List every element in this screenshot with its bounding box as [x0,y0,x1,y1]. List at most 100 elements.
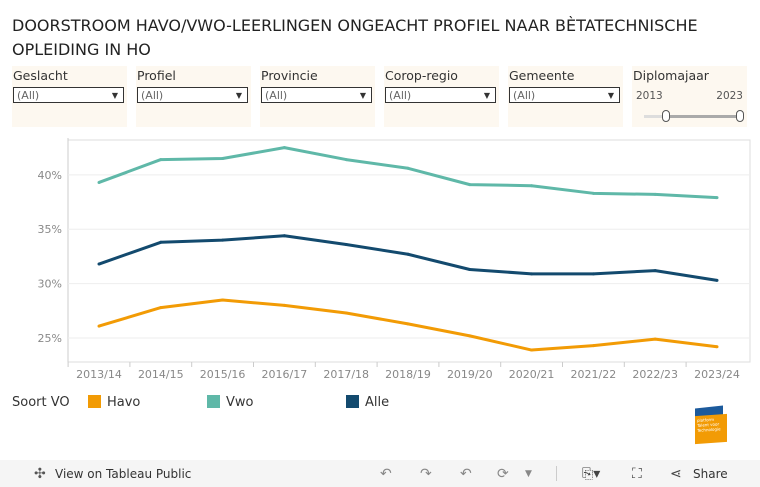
x-tick-label: 2022/23 [632,368,678,381]
data-point-vwo[interactable] [97,180,101,184]
legend-item-havo[interactable]: Havo [88,395,140,410]
diplomajaar-filter: Diplomajaar 2013 2023 [632,66,747,127]
data-point-alle[interactable] [715,278,719,282]
legend-label: Havo [107,395,141,410]
data-point-alle[interactable] [653,269,657,273]
y-tick-label: 40% [38,169,62,182]
data-point-alle[interactable] [97,262,101,266]
data-point-havo[interactable] [468,334,472,338]
legend-swatch [207,395,220,408]
data-point-vwo[interactable] [159,158,163,162]
x-tick-label: 2014/15 [138,368,184,381]
data-point-vwo[interactable] [468,183,472,187]
y-tick-label: 25% [38,332,62,345]
legend-item-vwo[interactable]: Vwo [207,395,253,410]
chevron-down-icon: ▼ [111,91,118,100]
filter-dropdown[interactable]: (All) ▼ [13,87,124,103]
data-point-vwo[interactable] [715,196,719,200]
legend-label: Alle [365,395,390,410]
data-point-havo[interactable] [406,322,410,326]
fullscreen-icon[interactable]: ⛶ [632,466,642,482]
data-point-alle[interactable] [282,234,286,238]
data-point-alle[interactable] [468,268,472,271]
toolbar: ✣ View on Tableau Public ↶ ↷ ↶ ⟳ ▼ ⎘▾ ⛶ … [0,460,760,487]
data-point-havo[interactable] [282,303,286,307]
data-point-havo[interactable] [715,345,719,349]
chevron-down-icon: ▼ [607,91,614,100]
legend-swatch [88,395,101,408]
dropdown-value: (All) [389,89,412,102]
refresh-dropdown-icon[interactable]: ▼ [525,469,532,479]
series-line-alle[interactable] [98,234,718,282]
filter-label: Provincie [261,68,318,83]
slider-max: 2023 [716,90,743,102]
legend-label: Vwo [226,395,254,410]
refresh-icon[interactable]: ⟳ [497,466,509,482]
filter-label: Diplomajaar [633,68,709,83]
filter-gemeente: Gemeente (All) ▼ [508,66,623,127]
y-tick-label: 35% [38,223,62,236]
data-point-vwo[interactable] [530,184,534,188]
filter-geslacht: Geslacht (All) ▼ [12,66,127,127]
line-chart: 25% 30% 35% 40% 2013/14 2014/15 2015/16 2016/17… [38,138,751,381]
undo-icon[interactable]: ↶ [380,466,392,482]
data-point-havo[interactable] [344,311,348,315]
filter-provincie: Provincie (All) ▼ [260,66,375,127]
filter-profiel: Profiel (All) ▼ [136,66,251,127]
data-point-havo[interactable] [530,348,534,352]
slider-min: 2013 [636,90,663,102]
dropdown-value: (All) [265,89,288,102]
chevron-down-icon: ▼ [483,91,490,100]
data-point-alle[interactable] [221,238,225,242]
filter-label: Geslacht [13,68,68,83]
legend-item-alle[interactable]: Alle [346,395,389,410]
filter-dropdown[interactable]: (All) ▼ [509,87,620,103]
download-icon[interactable]: ⎘▾ [582,466,601,482]
filter-dropdown[interactable]: (All) ▼ [261,87,372,103]
y-tick-label: 30% [38,278,62,291]
data-point-alle[interactable] [159,240,163,244]
data-point-alle[interactable] [530,272,534,276]
legend-swatch [346,395,359,408]
data-point-havo[interactable] [97,324,101,328]
data-point-vwo[interactable] [591,191,595,195]
x-tick-label: 2020/21 [509,368,555,381]
divider [556,466,557,481]
data-point-alle[interactable] [591,272,595,276]
data-point-alle[interactable] [406,252,410,256]
dropdown-value: (All) [17,89,40,102]
data-point-havo[interactable] [159,306,163,310]
filter-label: Profiel [137,68,176,83]
slider-handle-max[interactable] [736,110,744,122]
dropdown-value: (All) [141,89,164,102]
redo-icon[interactable]: ↷ [420,466,432,482]
slider-handle-min[interactable] [662,110,670,122]
legend-title: Soort VO [12,395,70,410]
filter-label: Gemeente [509,68,575,83]
slider-track[interactable] [644,115,740,118]
series-line-vwo[interactable] [98,146,718,200]
x-tick-label: 2019/20 [447,368,493,381]
share-icon[interactable]: ⋖ [670,466,682,482]
filter-label: Corop-regio [385,68,458,83]
revert-icon[interactable]: ↶ [460,466,472,482]
view-on-tableau-link[interactable]: View on Tableau Public [55,467,192,481]
data-point-havo[interactable] [221,298,225,302]
data-point-vwo[interactable] [653,192,657,196]
logo-text: platform Talent voor Technologie [695,413,727,445]
filter-corop-regio: Corop-regio (All) ▼ [384,66,499,127]
data-point-havo[interactable] [591,344,595,348]
data-point-vwo[interactable] [221,157,225,160]
share-button[interactable]: Share [693,467,728,481]
data-point-alle[interactable] [344,242,348,246]
x-tick-label: 2013/14 [76,368,122,381]
data-point-havo[interactable] [653,337,657,341]
filter-dropdown[interactable]: (All) ▼ [137,87,248,103]
data-point-vwo[interactable] [282,146,286,150]
logo: platform Talent voor Technologie [695,405,727,445]
dashboard-title: DOORSTROOM HAVO/VWO-LEERLINGEN ONGEACHT … [12,16,698,59]
dropdown-value: (All) [513,89,536,102]
filter-dropdown[interactable]: (All) ▼ [385,87,496,103]
data-point-vwo[interactable] [344,158,348,162]
data-point-vwo[interactable] [406,166,410,170]
